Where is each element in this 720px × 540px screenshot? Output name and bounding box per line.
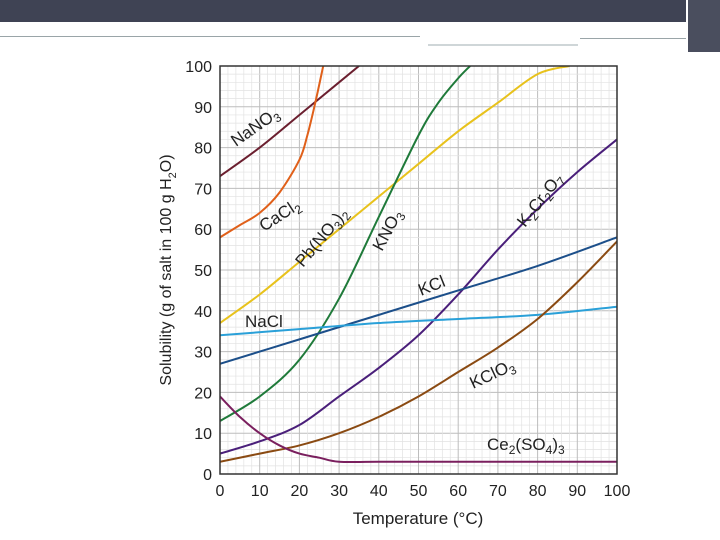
y-tick-label: 20 [194, 385, 212, 402]
series-line-k2cr2o7 [220, 138, 617, 455]
plot-frame [219, 65, 618, 475]
x-tick-label: 90 [568, 483, 586, 500]
y-tick-label: 40 [194, 304, 212, 321]
header-rule [0, 36, 420, 37]
header-rule-accent [428, 44, 578, 46]
y-tick-label: 10 [194, 426, 212, 443]
x-tick-label: 20 [291, 483, 309, 500]
y-tick-label: 30 [194, 345, 212, 362]
y-axis-label-main: Solubility (g of salt in 100 g H [158, 178, 175, 385]
slide-corner-decoration [686, 0, 720, 52]
y-tick-labels: 0 10 20 30 40 50 60 70 80 90 100 [185, 59, 212, 484]
y-tick-label: 100 [185, 59, 212, 76]
x-tick-label: 60 [449, 483, 467, 500]
y-tick-label: 70 [194, 181, 212, 198]
x-tick-label: 10 [251, 483, 269, 500]
label-ce2so43: Ce2(SO4)3 [487, 435, 565, 457]
chart-grid [219, 65, 618, 475]
series-line-kclo3 [220, 240, 617, 463]
y-tick-label: 60 [194, 222, 212, 239]
x-tick-label: 0 [216, 483, 225, 500]
x-tick-label: 100 [604, 483, 631, 500]
x-tick-label: 50 [410, 483, 428, 500]
series-line-cacl2 [220, 66, 325, 239]
y-tick-label: 50 [194, 263, 212, 280]
y-axis-label-end: O) [158, 154, 175, 172]
y-axis-label: Solubility (g of salt in 100 g H2O) [158, 154, 179, 385]
y-tick-label: 80 [194, 141, 212, 158]
series-line-nano3 [220, 66, 360, 177]
header-rule-right [580, 38, 686, 39]
series-line-kno3 [220, 66, 471, 422]
series-line-ce2so43 [220, 395, 617, 464]
y-tick-label: 90 [194, 100, 212, 117]
x-tick-labels: 0 10 20 30 40 50 60 70 80 90 100 [216, 483, 631, 500]
y-tick-label: 0 [203, 467, 212, 484]
y-axis-label-sub: 2 [167, 172, 179, 178]
x-tick-label: 40 [370, 483, 388, 500]
chart-series-layer [220, 66, 617, 464]
x-axis-label: Temperature (°C) [353, 509, 484, 528]
x-tick-label: 30 [330, 483, 348, 500]
series-line-kcl [220, 236, 617, 365]
slide-header-bar [0, 0, 720, 22]
x-tick-label: 70 [489, 483, 507, 500]
series-line-pbno32 [220, 66, 570, 324]
series-line-nacl [220, 305, 617, 337]
x-tick-label: 80 [529, 483, 547, 500]
label-nacl: NaCl [245, 312, 283, 331]
